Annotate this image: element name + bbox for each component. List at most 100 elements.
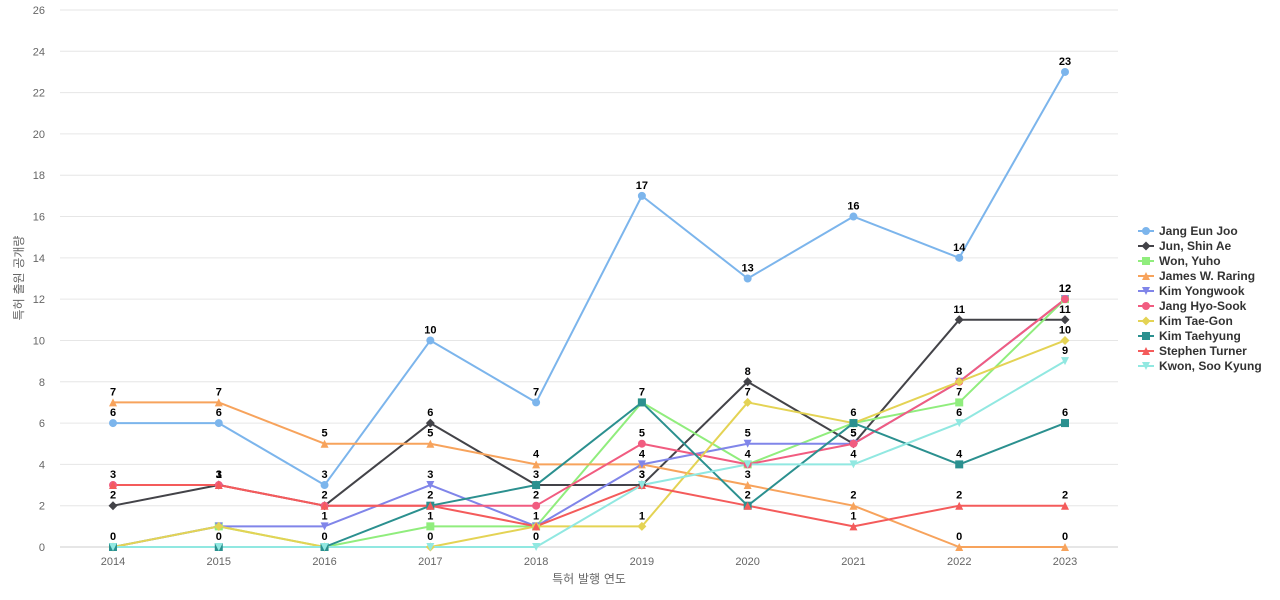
data-label: 2 <box>427 490 433 502</box>
legend-item-jang-hyo-sook[interactable]: Jang Hyo-Sook <box>1138 299 1247 313</box>
data-label: 3 <box>216 469 222 481</box>
legend-marker <box>1141 241 1151 251</box>
legend-item-jun-shin-ae[interactable]: Jun, Shin Ae <box>1138 239 1232 253</box>
x-tick-label: 2018 <box>524 556 548 568</box>
y-tick-label: 20 <box>33 129 45 141</box>
data-label: 2 <box>956 490 962 502</box>
data-label: 8 <box>956 366 962 378</box>
data-label: 4 <box>956 448 963 460</box>
data-label: 11 <box>953 304 965 316</box>
point-jang-eun-joo <box>320 481 329 490</box>
point-won-yuho <box>955 398 964 407</box>
point-kwon-soo-kyung <box>320 543 329 551</box>
y-tick-label: 12 <box>33 294 45 306</box>
legend-marker <box>1142 227 1150 235</box>
data-label: 3 <box>533 469 539 481</box>
data-label: 11 <box>1059 304 1071 316</box>
data-label: 5 <box>745 428 751 440</box>
data-label: 9 <box>1062 345 1068 357</box>
data-label: 3 <box>110 469 116 481</box>
data-label: 0 <box>321 531 327 543</box>
legend-marker <box>1142 257 1150 265</box>
point-stephen-turner <box>743 501 752 510</box>
point-jang-hyo-sook <box>637 439 646 448</box>
legend-item-won-yuho[interactable]: Won, Yuho <box>1138 254 1221 268</box>
data-label: 7 <box>956 386 962 398</box>
data-label: 6 <box>1062 407 1068 419</box>
legend-item-james-w-raring[interactable]: James W. Raring <box>1138 269 1255 283</box>
data-label: 7 <box>110 386 116 398</box>
legend-label: Stephen Turner <box>1159 344 1247 358</box>
data-label: 13 <box>742 263 754 275</box>
legend-label: Kim Taehyung <box>1159 329 1241 343</box>
y-tick-label: 4 <box>39 459 45 471</box>
data-label: 6 <box>850 407 856 419</box>
point-jang-eun-joo <box>637 191 646 200</box>
data-label: 7 <box>533 386 539 398</box>
data-label: 6 <box>216 407 222 419</box>
data-label: 2 <box>850 490 856 502</box>
data-label: 4 <box>533 448 540 460</box>
y-tick-label: 6 <box>39 418 45 430</box>
legend-label: Kim Yongwook <box>1159 284 1245 298</box>
legend-item-kim-tae-gon[interactable]: Kim Tae-Gon <box>1138 314 1233 328</box>
y-tick-label: 16 <box>33 212 45 224</box>
legend-item-jang-eun-joo[interactable]: Jang Eun Joo <box>1138 224 1238 238</box>
data-label: 16 <box>847 201 859 213</box>
data-label: 3 <box>321 469 327 481</box>
legend-marker <box>1141 316 1151 326</box>
point-jang-eun-joo <box>1061 67 1069 76</box>
x-tick-label: 2020 <box>735 556 759 568</box>
legend-item-kim-yongwook[interactable]: Kim Yongwook <box>1138 284 1245 298</box>
point-james-w-raring <box>214 398 223 407</box>
legend-marker <box>1142 302 1150 310</box>
y-tick-label: 22 <box>33 88 45 100</box>
data-label: 0 <box>1062 531 1068 543</box>
data-label: 2 <box>1062 490 1068 502</box>
legend-item-stephen-turner[interactable]: Stephen Turner <box>1138 344 1247 358</box>
data-label: 0 <box>427 531 433 543</box>
point-kwon-soo-kyung <box>955 419 964 428</box>
legend-item-kim-taehyung[interactable]: Kim Taehyung <box>1138 329 1241 343</box>
data-label: 17 <box>636 180 648 192</box>
point-jang-hyo-sook <box>1061 295 1069 304</box>
x-tick-label: 2019 <box>630 556 654 568</box>
legend-label: Kim Tae-Gon <box>1159 314 1233 328</box>
point-jang-hyo-sook <box>532 501 541 510</box>
point-james-w-raring <box>426 439 435 448</box>
legend-label: Kwon, Soo Kyung <box>1159 359 1262 373</box>
data-label: 7 <box>216 386 222 398</box>
point-stephen-turner <box>320 501 329 510</box>
y-tick-label: 24 <box>33 46 45 58</box>
point-james-w-raring <box>849 501 858 510</box>
legend-label: Won, Yuho <box>1159 254 1221 268</box>
data-label: 1 <box>639 510 645 522</box>
x-tick-label: 2016 <box>312 556 336 568</box>
point-kim-tae-gon <box>214 521 224 531</box>
legend-item-kwon-soo-kyung[interactable]: Kwon, Soo Kyung <box>1138 359 1262 373</box>
y-tick-label: 26 <box>33 5 45 17</box>
x-tick-label: 2023 <box>1053 556 1077 568</box>
data-label: 5 <box>850 428 856 440</box>
point-kim-tae-gon <box>637 521 647 531</box>
legend-label: Jang Hyo-Sook <box>1159 299 1247 313</box>
point-jun-shin-ae <box>954 315 964 325</box>
legend-marker <box>1142 347 1150 355</box>
point-stephen-turner <box>955 501 964 510</box>
data-label: 7 <box>639 386 645 398</box>
point-kwon-soo-kyung <box>849 460 858 469</box>
point-kim-taehyung <box>1061 419 1069 428</box>
data-label: 0 <box>956 531 962 543</box>
point-kim-taehyung <box>532 481 541 490</box>
series-lines <box>112 71 1066 548</box>
point-kwon-soo-kyung <box>109 543 117 551</box>
point-jang-eun-joo <box>109 419 117 428</box>
data-label: 2 <box>745 490 751 502</box>
y-tick-label: 8 <box>39 377 45 389</box>
point-james-w-raring <box>1061 543 1069 551</box>
x-tick-label: 2017 <box>418 556 442 568</box>
data-label: 23 <box>1059 56 1071 68</box>
point-kwon-soo-kyung <box>532 543 541 551</box>
point-kim-taehyung <box>849 419 858 428</box>
